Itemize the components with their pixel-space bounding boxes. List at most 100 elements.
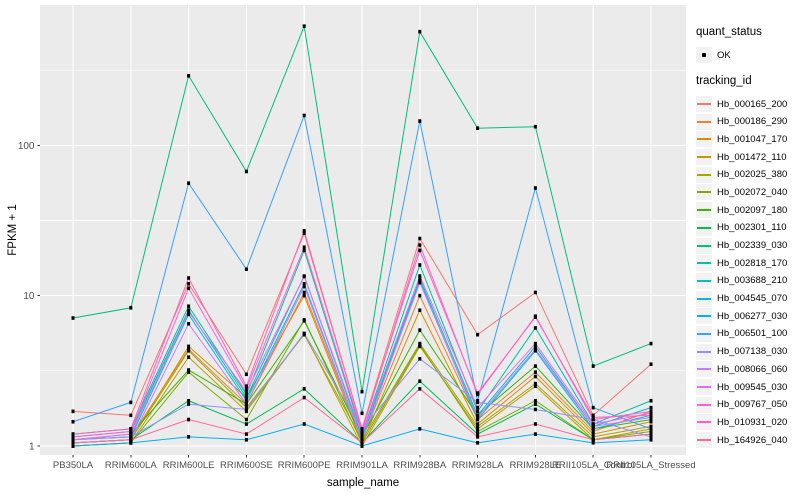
data-point <box>649 419 653 424</box>
data-point <box>129 427 133 431</box>
data-point <box>244 392 248 397</box>
data-point <box>591 427 595 431</box>
legend-item-label: Hb_002301_110 <box>717 222 787 234</box>
y-tick-label: 10 <box>23 291 35 302</box>
data-point <box>418 308 422 313</box>
data-point <box>533 290 537 295</box>
legend-item-label: Hb_002818_170 <box>717 257 788 269</box>
data-point <box>418 357 422 361</box>
data-point <box>360 444 364 448</box>
legend-key-line <box>697 386 711 388</box>
data-point <box>244 409 248 414</box>
legend-item-label: Hb_006501_100 <box>717 328 788 340</box>
legend-key-box <box>696 184 712 201</box>
legend-key-box <box>696 149 712 166</box>
x-tick-label: RRIM928LE <box>510 460 562 471</box>
data-point <box>302 422 306 426</box>
data-point <box>591 413 595 418</box>
data-point <box>187 355 191 359</box>
data-point <box>591 441 595 445</box>
legend-key-line <box>697 368 711 371</box>
data-point <box>476 391 480 395</box>
legend-key-box <box>696 379 712 395</box>
legend-item-label: Hb_001472_110 <box>717 151 787 163</box>
data-point <box>649 398 653 403</box>
data-point <box>244 407 248 412</box>
data-point <box>533 374 537 379</box>
plot-panel <box>40 5 686 455</box>
legend-item-Hb_009545_030: Hb_009545_030 <box>696 379 800 395</box>
data-point <box>302 231 306 236</box>
data-point <box>244 267 248 271</box>
data-point <box>187 435 191 439</box>
x-axis-title: sample_name <box>326 477 400 489</box>
data-point <box>533 186 537 190</box>
data-point <box>649 413 653 418</box>
legend-key-line <box>697 209 711 212</box>
data-point <box>244 432 248 436</box>
data-point <box>591 415 595 420</box>
data-point <box>533 315 537 319</box>
legend-key-line <box>697 332 711 335</box>
legend-key-box <box>696 47 712 63</box>
data-point <box>649 362 653 367</box>
x-tick-label: RRIM600LA <box>105 460 157 471</box>
data-point <box>476 424 480 429</box>
legend-item-Hb_000186_290: Hb_000186_290 <box>696 113 800 130</box>
data-point <box>533 407 537 412</box>
data-point <box>591 364 595 368</box>
data-point <box>187 370 191 374</box>
legend-item-label: Hb_002339_030 <box>717 240 788 251</box>
data-point <box>418 276 422 281</box>
data-point <box>129 437 133 442</box>
data-point <box>476 429 480 434</box>
data-point <box>187 344 191 349</box>
legend-key-line <box>697 138 711 141</box>
legend-key-box <box>696 290 712 307</box>
data-point <box>533 124 537 129</box>
data-point <box>360 441 364 445</box>
data-point <box>187 348 191 353</box>
legend-key-line <box>697 244 711 247</box>
legend-key-box <box>696 255 712 272</box>
data-point <box>476 415 480 420</box>
data-point <box>71 316 75 320</box>
data-point <box>71 432 75 436</box>
data-point <box>71 437 75 442</box>
legend-key-box <box>696 361 712 378</box>
data-point <box>187 312 191 317</box>
x-tick-label: RRII105LA_Control <box>552 460 634 471</box>
legend-item-label: Hb_008066_060 <box>717 363 788 375</box>
legend-item-Hb_002072_040: Hb_002072_040 <box>696 184 800 201</box>
data-point <box>418 248 422 253</box>
data-point <box>302 113 306 118</box>
data-point <box>360 429 364 434</box>
data-point <box>302 293 306 298</box>
legend-key-line <box>697 315 711 318</box>
data-point <box>187 286 191 291</box>
legend-item-Hb_002025_380: Hb_002025_380 <box>696 166 800 183</box>
data-point <box>244 395 248 400</box>
legend-key-line <box>697 350 711 353</box>
data-point <box>649 435 653 439</box>
legend-item-label: Hb_007138_030 <box>717 346 788 358</box>
data-point <box>591 437 595 442</box>
data-point <box>533 370 537 374</box>
data-point <box>418 29 422 34</box>
x-tick-label: RRIM600PE <box>278 460 331 471</box>
data-point <box>187 304 191 309</box>
legend-item-Hb_006277_030: Hb_006277_030 <box>696 308 800 325</box>
legend-item-Hb_000165_200: Hb_000165_200 <box>696 96 800 112</box>
legend-key-box <box>696 308 712 325</box>
legend-item-label: Hb_000165_200 <box>717 98 788 110</box>
data-point <box>244 437 248 442</box>
data-point <box>360 389 364 394</box>
data-point <box>418 263 422 267</box>
legend-item-Hb_002818_170: Hb_002818_170 <box>696 255 800 272</box>
data-point <box>244 398 248 403</box>
data-point <box>129 429 133 434</box>
data-point <box>591 417 595 422</box>
x-tick-label: RRIM901LA <box>336 460 388 471</box>
data-point <box>71 444 75 448</box>
